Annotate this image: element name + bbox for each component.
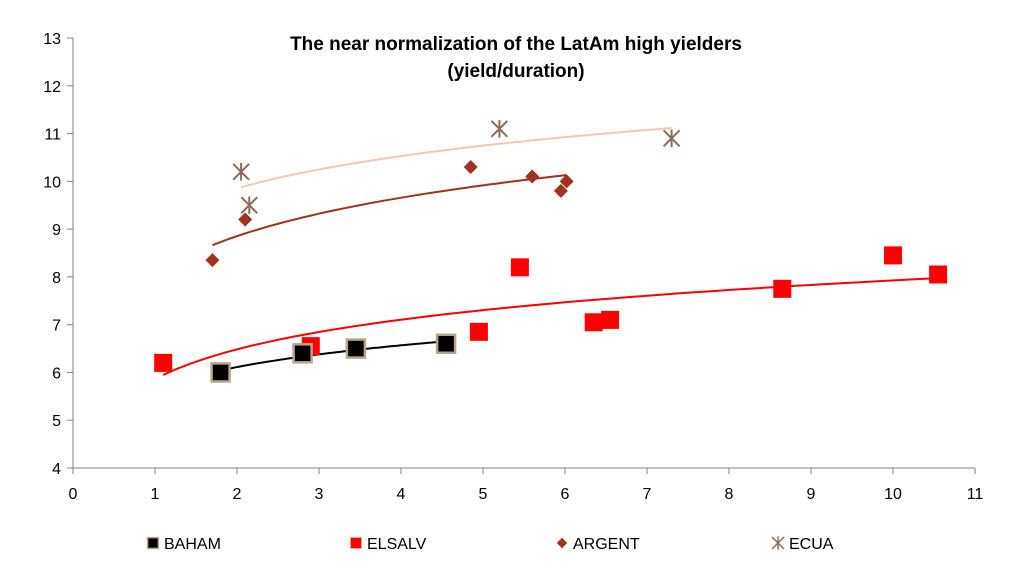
point-argent	[553, 183, 568, 198]
point-elsalv	[154, 353, 173, 372]
legend-label: ARGENT	[573, 536, 640, 553]
point-elsalv	[884, 246, 902, 265]
point-argent	[463, 160, 478, 174]
point-baham	[292, 343, 313, 364]
y-tick-label: 9	[52, 222, 61, 239]
legend-item-baham: BAHAM	[146, 536, 221, 553]
legend-item-ecua: ECUA	[771, 536, 834, 553]
x-tick-label: 11	[967, 486, 984, 503]
legend-label: ELSALV	[367, 536, 427, 553]
chart-subtitle: (yield/duration)	[447, 61, 584, 82]
point-ecua	[662, 129, 681, 148]
point-argent	[205, 253, 220, 268]
point-argent	[559, 174, 574, 189]
legend: BAHAM ELSALV ARGENT ECUA	[146, 536, 834, 553]
trendline-elsalv	[162, 277, 939, 376]
x-tick-label: 3	[315, 486, 324, 503]
x-tick-label: 6	[561, 486, 570, 503]
point-elsalv	[601, 310, 620, 329]
y-tick-label: 6	[52, 365, 61, 382]
point-elsalv	[469, 322, 488, 341]
point-baham	[345, 338, 367, 359]
legend-item-elsalv: ELSALV	[350, 536, 427, 553]
point-ecua	[232, 162, 250, 181]
x-tick-label: 0	[69, 486, 78, 503]
point-ecua	[240, 196, 259, 215]
x-tick-label: 5	[479, 486, 488, 503]
trendline-argent	[212, 174, 567, 247]
point-elsalv	[773, 279, 792, 298]
y-tick-label: 13	[43, 31, 61, 48]
point-elsalv	[584, 313, 603, 332]
point-ecua	[490, 119, 509, 138]
x-tick-label: 8	[725, 486, 734, 503]
x-tick-label: 1	[151, 486, 160, 503]
y-tick-label: 10	[43, 174, 61, 191]
chart-title: The near normalization of the LatAm high…	[290, 34, 742, 55]
legend-marker-elsalv	[350, 537, 362, 549]
x-tick-label: 9	[807, 486, 816, 503]
x-tick-label: 7	[643, 486, 652, 503]
point-elsalv	[510, 258, 529, 277]
x-tick-label: 10	[884, 486, 902, 503]
y-tick-label: 4	[52, 461, 61, 478]
legend-marker-argent	[556, 537, 568, 549]
x-tick-label: 4	[397, 486, 406, 503]
legend-label: BAHAM	[164, 536, 221, 553]
trendline-baham	[220, 340, 447, 372]
y-tick-label: 12	[43, 79, 61, 96]
point-argent	[238, 212, 253, 227]
y-tick-label: 7	[52, 318, 61, 335]
point-baham	[210, 362, 231, 383]
y-tick-label: 11	[44, 127, 61, 144]
legend-item-argent: ARGENT	[556, 536, 640, 553]
y-tick-label: 8	[52, 270, 61, 287]
legend-label: ECUA	[789, 536, 834, 553]
point-argent	[525, 169, 540, 184]
legend-marker-ecua	[771, 536, 785, 550]
legend-marker-baham	[146, 536, 160, 550]
trendlines	[162, 127, 939, 376]
y-tick-label: 5	[52, 413, 61, 430]
data-points	[154, 119, 948, 383]
point-baham	[435, 333, 457, 355]
x-tick-label: 2	[233, 486, 242, 503]
point-elsalv	[929, 265, 948, 284]
trendline-ecua	[240, 127, 672, 189]
